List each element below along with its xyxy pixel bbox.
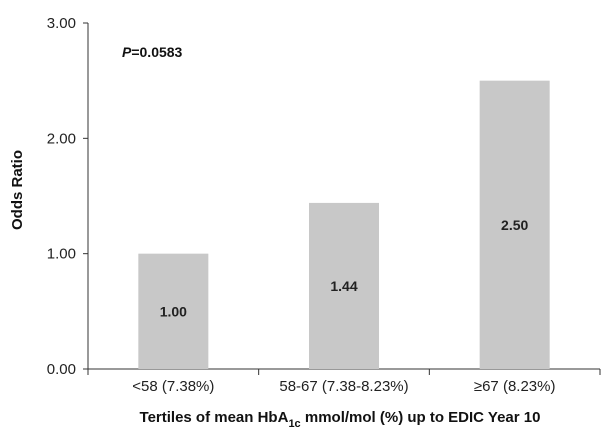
bar: [479, 80, 550, 370]
y-tick-label: 3.00: [47, 15, 76, 32]
p-value-number: =0.0583: [131, 44, 182, 60]
x-axis-title: Tertiles of mean HbA1c mmol/mol (%) up t…: [140, 409, 541, 430]
bar-value-label: 1.44: [330, 278, 357, 294]
bar-value-label: 1.00: [160, 303, 187, 319]
x-axis-title-subscript: 1c: [288, 418, 300, 430]
x-axis: <58 (7.38%) 58-67 (7.38-8.23%) ≥67 (8.23%): [87, 368, 601, 395]
y-tick-label: 0.00: [47, 361, 76, 378]
y-axis: 0.00 1.00 2.00 3.00: [47, 15, 89, 378]
p-value-letter: P: [122, 44, 132, 60]
x-category-label: <58 (7.38%): [132, 378, 214, 395]
bars: 1.00 1.44 2.50: [138, 80, 550, 370]
p-value-annotation: P=0.0583: [122, 44, 183, 60]
y-axis-title: Odds Ratio: [9, 150, 26, 230]
y-tick-label: 1.00: [47, 246, 76, 263]
x-category-label: ≥67 (8.23%): [474, 378, 556, 395]
bar: [138, 253, 209, 369]
x-axis-title-rest: mmol/mol (%) up to EDIC Year 10: [301, 409, 541, 426]
bar-value-label: 2.50: [501, 217, 528, 233]
y-tick-label: 2.00: [47, 130, 76, 147]
bar: [309, 202, 379, 369]
x-axis-title-main: Tertiles of mean HbA: [140, 409, 289, 426]
x-category-label: 58-67 (7.38-8.23%): [279, 378, 408, 395]
